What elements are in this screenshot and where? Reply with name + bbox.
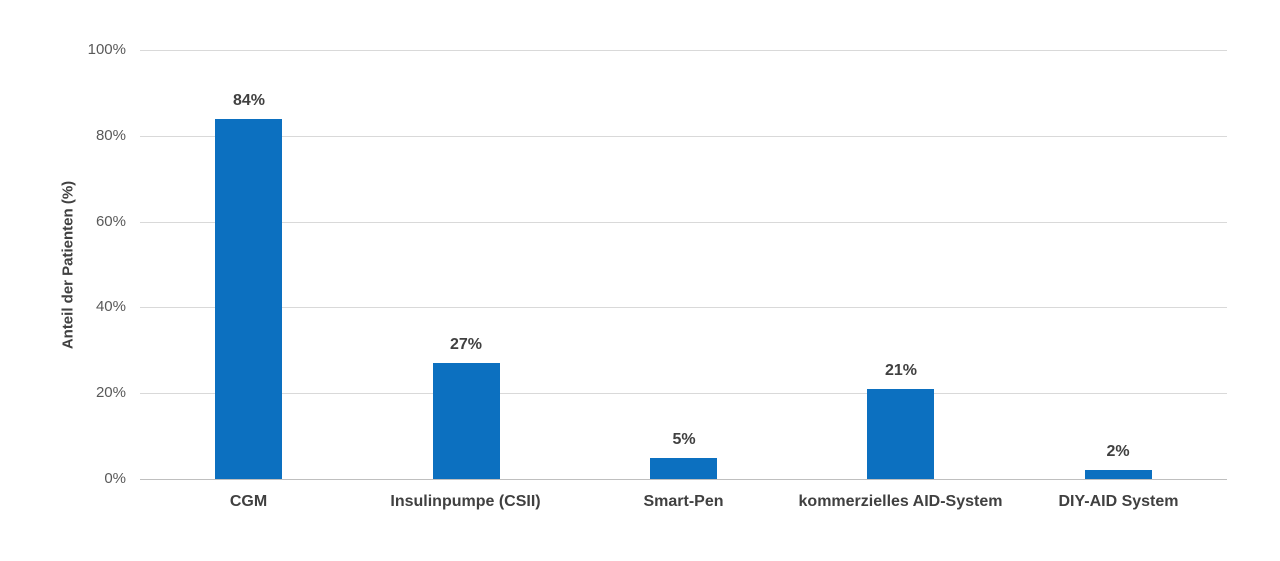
x-category-label: CGM <box>229 493 268 510</box>
bar-value-label: 2% <box>1106 443 1130 460</box>
y-tick-label: 0% <box>104 470 126 487</box>
bar-value-label: 5% <box>672 431 696 448</box>
bar <box>650 458 717 479</box>
bar-value-label: 21% <box>884 362 918 379</box>
x-category-label: Insulinpumpe (CSII) <box>390 493 541 510</box>
gridline <box>140 222 1227 223</box>
y-tick-label: 60% <box>95 213 126 230</box>
x-axis-line <box>140 479 1227 480</box>
y-axis-title: Anteil der Patienten (%) <box>59 180 77 349</box>
bar-value-label: 27% <box>449 336 483 353</box>
gridline <box>140 136 1227 137</box>
gridline <box>140 50 1227 51</box>
x-category-label: kommerzielles AID-System <box>798 493 1003 510</box>
gridline <box>140 307 1227 308</box>
x-category-label: Smart-Pen <box>643 493 724 510</box>
bar <box>867 389 934 479</box>
y-tick-label: 20% <box>95 384 126 401</box>
y-tick-label: 80% <box>95 127 126 144</box>
bar-value-label: 84% <box>232 92 266 109</box>
bar <box>1085 470 1152 479</box>
x-category-label: DIY-AID System <box>1058 493 1179 510</box>
y-tick-label: 100% <box>87 41 126 58</box>
y-tick-label: 40% <box>95 298 126 315</box>
bar <box>215 119 282 479</box>
gridline <box>140 393 1227 394</box>
bar <box>433 363 500 479</box>
